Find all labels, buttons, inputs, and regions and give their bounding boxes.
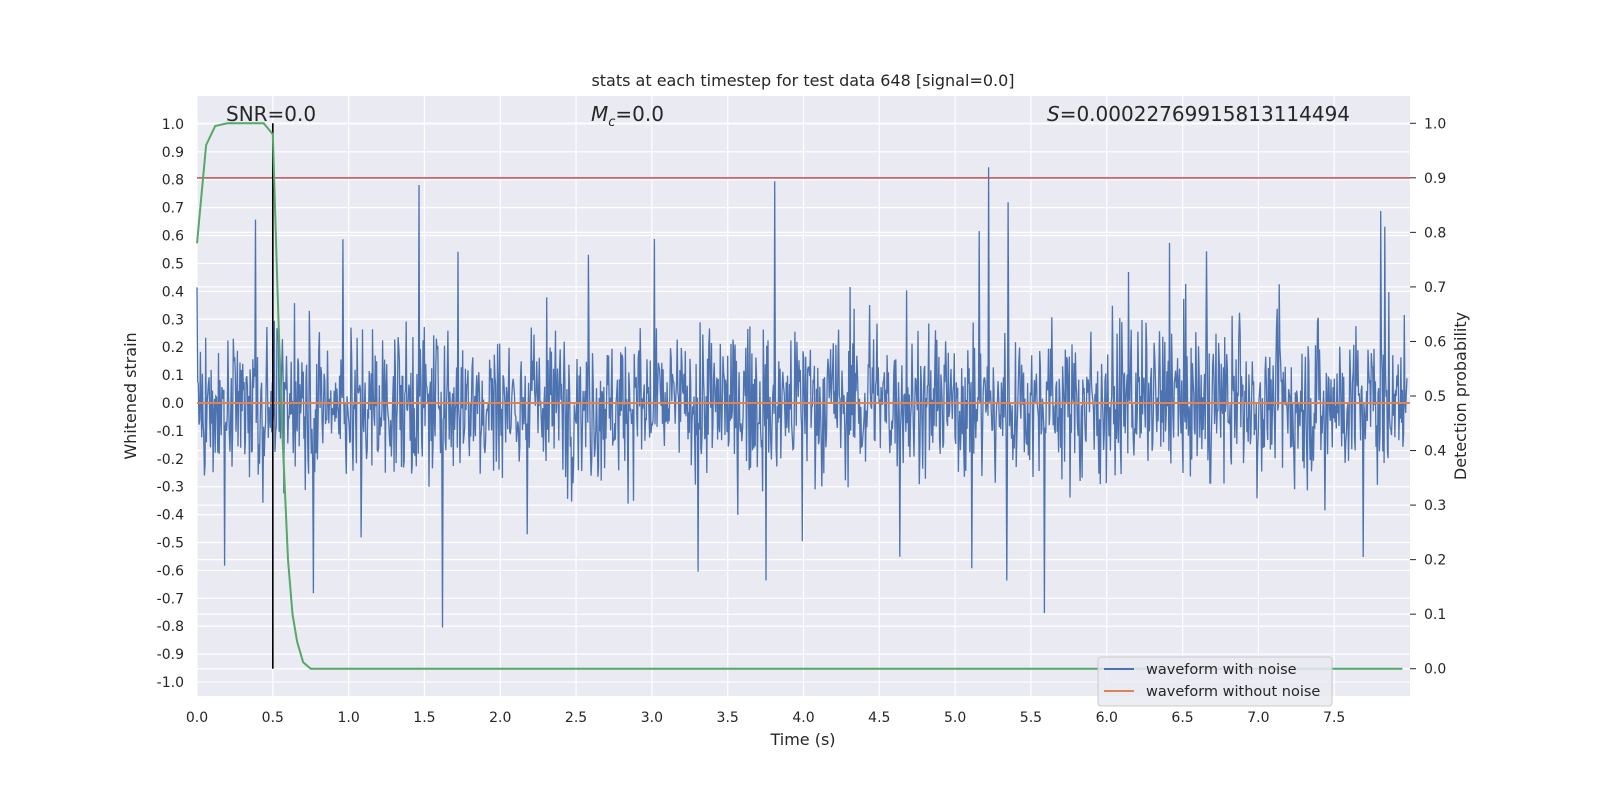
- legend-label-clean: waveform without noise: [1146, 684, 1320, 700]
- y-tick-label: 0.5: [162, 256, 184, 272]
- x-tick-label: 6.0: [1096, 710, 1118, 726]
- x-tick-label: 4.5: [868, 710, 890, 726]
- x-axis-label: Time (s): [769, 730, 835, 749]
- y-tick-label: -0.6: [157, 563, 184, 579]
- right-tick-label: 0.0: [1424, 662, 1446, 678]
- noise-trace: [196, 167, 1408, 628]
- snr-annotation: SNR=0.0: [226, 102, 316, 126]
- x-tick-label: 7.0: [1247, 710, 1269, 726]
- chirp-mass-annotation: Mc=0.0: [591, 102, 664, 130]
- y-tick-label: 0.2: [162, 340, 184, 356]
- y-tick-label: -0.3: [157, 480, 184, 496]
- x-axis-ticks: 0.0 0.5 1.0 1.5 2.0 2.5 3.0 3.5 4.0 4.5 5.0 5.5 6.0 6…: [186, 710, 1345, 726]
- y-tick-label: -0.5: [157, 536, 184, 552]
- y-tick-label: 1.0: [162, 117, 184, 133]
- y-tick-label: -0.4: [157, 508, 184, 524]
- x-tick-label: 6.5: [1171, 710, 1193, 726]
- y-tick-label: -0.9: [157, 647, 184, 663]
- right-tick-label: 0.8: [1424, 225, 1446, 241]
- waveform-with-noise: [196, 167, 1408, 628]
- right-tick-label: 0.6: [1424, 334, 1446, 350]
- chirp-mass-symbol: M: [591, 102, 608, 126]
- right-axis-label: Detection probability: [1451, 312, 1470, 480]
- x-tick-label: 1.5: [413, 710, 435, 726]
- right-tick-label: 0.7: [1424, 280, 1446, 296]
- y-tick-label: 0.4: [162, 284, 184, 300]
- y-tick-label: -0.1: [157, 424, 184, 440]
- x-tick-label: 3.0: [641, 710, 663, 726]
- y-tick-label: -0.2: [157, 452, 184, 468]
- chart-title: stats at each timestep for test data 648…: [591, 71, 1014, 90]
- x-tick-label: 5.5: [1020, 710, 1042, 726]
- x-tick-label: 5.0: [944, 710, 966, 726]
- right-tick-label: 0.5: [1424, 389, 1446, 405]
- x-tick-label: 7.5: [1323, 710, 1345, 726]
- x-tick-label: 1.0: [337, 710, 359, 726]
- y-tick-label: -0.8: [157, 619, 184, 635]
- right-tick-label: 0.9: [1424, 171, 1446, 187]
- y-tick-label: 0.6: [162, 229, 184, 245]
- y-tick-label: -1.0: [157, 675, 184, 691]
- right-tick-label: 1.0: [1424, 116, 1446, 132]
- y-tick-label: 0.0: [162, 396, 184, 412]
- y-axis-label: Whitened strain: [121, 332, 140, 459]
- y-tick-label: 0.3: [162, 312, 184, 328]
- legend-box: [1097, 656, 1333, 707]
- y-tick-label: 0.7: [162, 201, 184, 217]
- y-tick-label: 0.8: [162, 173, 184, 189]
- x-tick-label: 2.5: [565, 710, 587, 726]
- score-annotation: S=0.00022769915813114494: [1047, 102, 1350, 126]
- x-tick-label: 3.5: [717, 710, 739, 726]
- chirp-mass-subscript: c: [608, 115, 615, 130]
- right-axis-ticks: 1.0 0.9 0.8 0.7 0.6 0.5 0.4 0.3 0.2 0.1 0.0: [1410, 116, 1446, 678]
- y-axis-ticks: 1.0 0.9 0.8 0.7 0.6 0.5 0.4 0.3 0.2 0.1 0.0 -0.1 -0.…: [157, 117, 184, 691]
- x-tick-label: 0.5: [262, 710, 284, 726]
- score-symbol: S: [1047, 102, 1060, 126]
- y-tick-label: -0.7: [157, 591, 184, 607]
- right-tick-label: 0.1: [1424, 607, 1446, 623]
- legend-label-noise: waveform with noise: [1146, 662, 1297, 678]
- score-value: =0.00022769915813114494: [1060, 102, 1350, 126]
- chirp-mass-value: =0.0: [615, 102, 664, 126]
- x-tick-label: 4.0: [792, 710, 814, 726]
- x-tick-label: 2.0: [489, 710, 511, 726]
- x-tick-label: 0.0: [186, 710, 208, 726]
- legend: waveform with noise waveform without noi…: [1097, 656, 1333, 707]
- right-tick-label: 0.2: [1424, 553, 1446, 569]
- y-tick-label: 0.9: [162, 145, 184, 161]
- y-tick-label: 0.1: [162, 368, 184, 384]
- right-tick-label: 0.3: [1424, 498, 1446, 514]
- right-tick-label: 0.4: [1424, 444, 1446, 460]
- detection-probability-line: [196, 122, 1403, 670]
